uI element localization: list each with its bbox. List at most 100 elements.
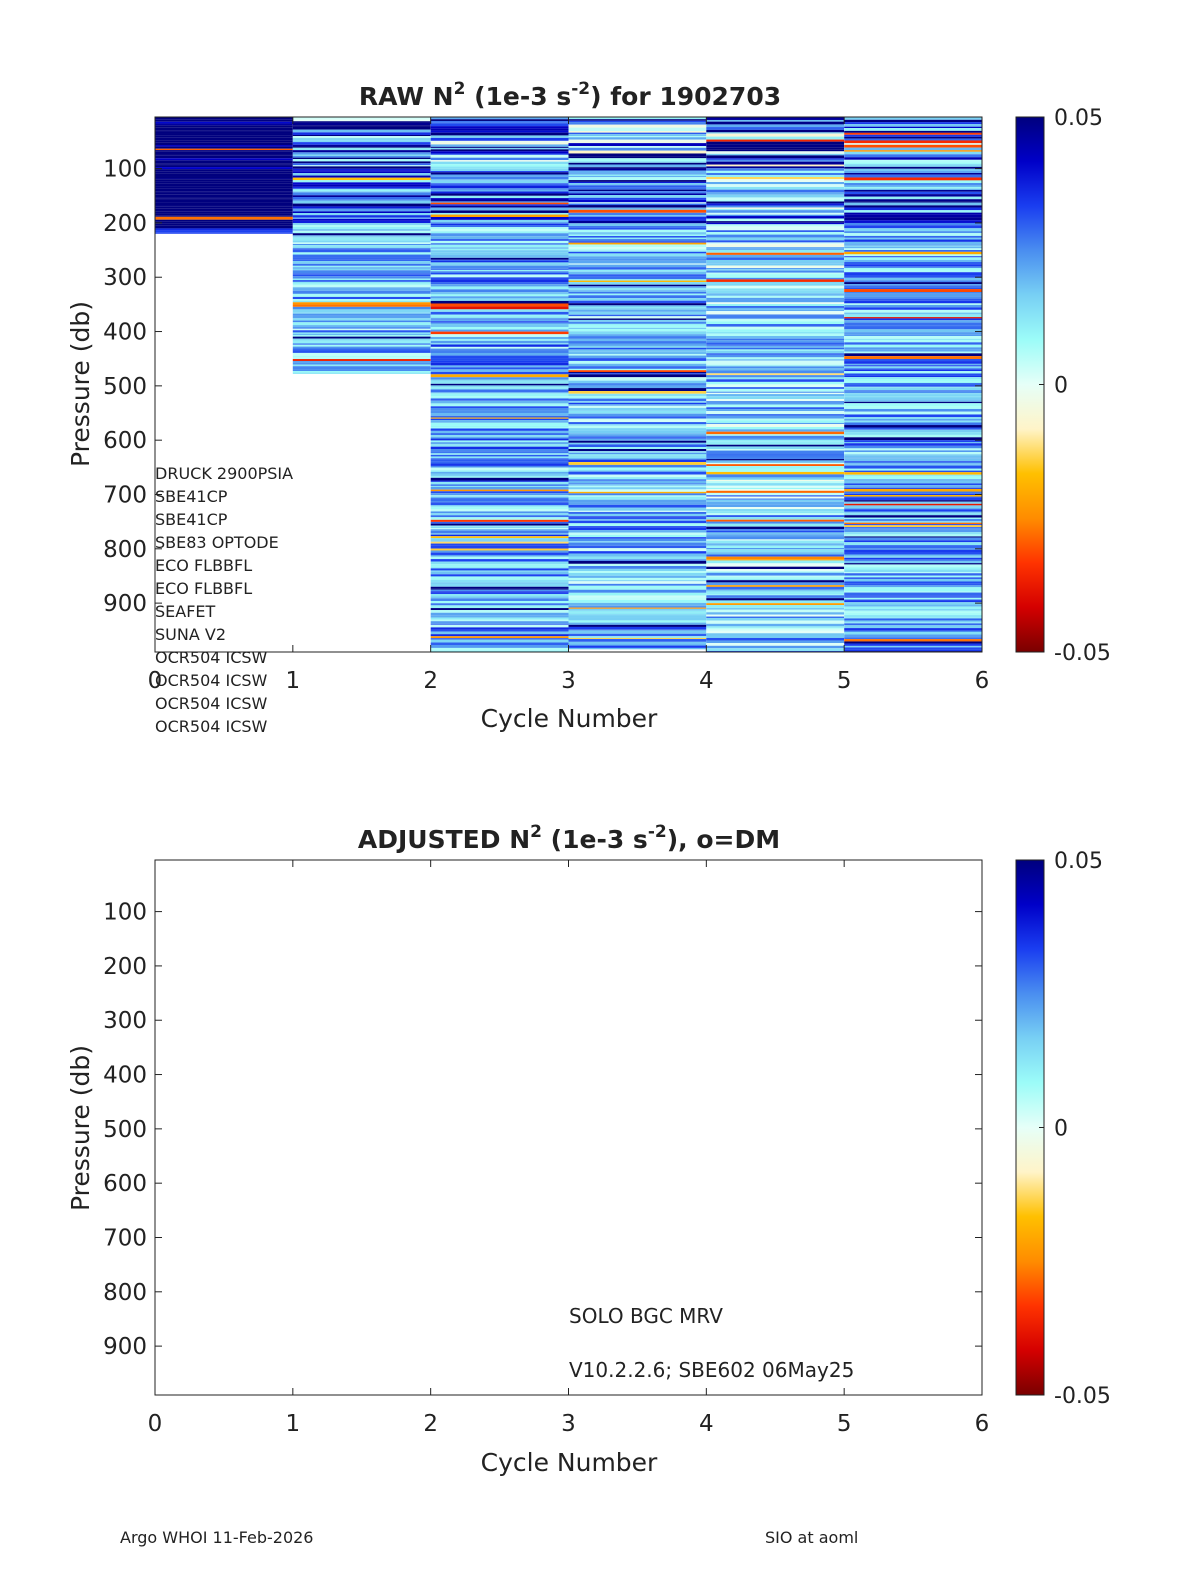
heatmap-cell (430, 561, 569, 565)
heatmap-cell (568, 483, 707, 485)
heatmap-cell (568, 349, 707, 352)
heatmap-cell (568, 173, 707, 175)
heatmap-cell (568, 280, 707, 283)
heatmap-cell (430, 324, 569, 328)
heatmap-cell (568, 467, 707, 470)
heatmap-cell (430, 543, 569, 546)
heatmap-cell (706, 592, 845, 595)
heatmap-cell (844, 599, 982, 601)
heatmap-cell (844, 524, 982, 526)
heatmap-cell (844, 329, 982, 333)
heatmap-cell (430, 459, 569, 462)
heatmap-cell (706, 519, 845, 522)
heatmap-cell (568, 548, 707, 552)
heatmap-cell (568, 523, 707, 527)
heatmap-cell (430, 262, 569, 265)
heatmap-cell (292, 208, 431, 212)
heatmap-cell (155, 183, 293, 187)
heatmap-cell (844, 256, 982, 258)
heatmap-cell (844, 630, 982, 633)
heatmap-cell (568, 251, 707, 254)
heatmap-cell (292, 150, 431, 153)
heatmap-cell (292, 236, 431, 238)
heatmap-cell (568, 496, 707, 500)
heatmap-cell (292, 192, 431, 196)
heatmap-cell (844, 185, 982, 188)
heatmap-cell (844, 556, 982, 558)
heatmap-cell (568, 295, 707, 299)
heatmap-cell (706, 353, 845, 355)
heatmap-cell (430, 260, 569, 263)
heatmap-cell (706, 633, 845, 636)
heatmap-cell (844, 187, 982, 189)
heatmap-cell (844, 207, 982, 211)
heatmap-cell (706, 124, 845, 128)
heatmap-cell (568, 193, 707, 196)
heatmap-cell (568, 407, 707, 411)
heatmap-cell (844, 583, 982, 586)
heatmap-cell (292, 263, 431, 266)
heatmap-cell (292, 371, 431, 373)
heatmap-cell (292, 304, 431, 307)
y-tick-label: 900 (103, 591, 147, 617)
heatmap-cell (844, 612, 982, 616)
heatmap-cell (430, 269, 569, 272)
heatmap-cell (155, 199, 293, 203)
heatmap-cell (430, 153, 569, 155)
heatmap-cell (430, 166, 569, 169)
heatmap-cell (430, 123, 569, 127)
heatmap-cell (430, 183, 569, 185)
heatmap-cell (155, 169, 293, 172)
adjusted-plot-frame (154, 859, 983, 1396)
heatmap-cell (706, 373, 845, 376)
heatmap-cell (706, 585, 845, 587)
heatmap-cell (568, 630, 707, 634)
heatmap-cell (568, 566, 707, 569)
heatmap-cell (430, 122, 569, 124)
heatmap-cell (292, 184, 431, 187)
heatmap-cell (568, 343, 707, 346)
heatmap-cell (568, 229, 707, 233)
heatmap-cell (844, 157, 982, 160)
y-tick-label: 300 (103, 265, 147, 291)
heatmap-cell (430, 534, 569, 537)
heatmap-cell (430, 515, 569, 518)
heatmap-cell (706, 381, 845, 385)
y-tick-label: 700 (103, 482, 147, 508)
heatmap-cell (844, 537, 982, 541)
heatmap-cell (155, 161, 293, 164)
heatmap-cell (292, 248, 431, 250)
heatmap-cell (844, 488, 982, 492)
heatmap-cell (430, 236, 569, 240)
heatmap-cell (568, 177, 707, 181)
heatmap-cell (844, 363, 982, 366)
heatmap-cell (568, 647, 707, 650)
heatmap-cell (292, 274, 431, 277)
heatmap-cell (568, 437, 707, 439)
heatmap-cell (844, 625, 982, 629)
heatmap-cell (292, 119, 431, 122)
heatmap-cell (430, 430, 569, 434)
heatmap-cell (844, 534, 982, 537)
heatmap-cell (706, 504, 845, 508)
heatmap-cell (706, 349, 845, 351)
heatmap-cell (292, 325, 431, 328)
heatmap-cell (430, 483, 569, 485)
sensor-annotation: SBE41CP (155, 510, 228, 529)
heatmap-cell (706, 166, 845, 169)
heatmap-cell (430, 389, 569, 393)
heatmap-cell (706, 418, 845, 421)
raw-n2-panel: RAW N2 (1e-3 s-2) for 1902703 0 1 2 3 4 5 6 10… (66, 79, 1111, 736)
heatmap-cell (430, 225, 569, 228)
heatmap-cell (706, 340, 845, 343)
heatmap-cell (430, 393, 569, 397)
heatmap-cell (568, 401, 707, 403)
heatmap-cell (155, 145, 293, 147)
heatmap-cell (292, 226, 431, 230)
heatmap-cell (844, 214, 982, 218)
adjusted-colorbar: 0.05 0 -0.05 (1015, 849, 1111, 1409)
heatmap-cell (430, 519, 569, 522)
heatmap-cell (844, 335, 982, 339)
heatmap-cell (155, 163, 293, 165)
heatmap-cell (292, 290, 431, 294)
